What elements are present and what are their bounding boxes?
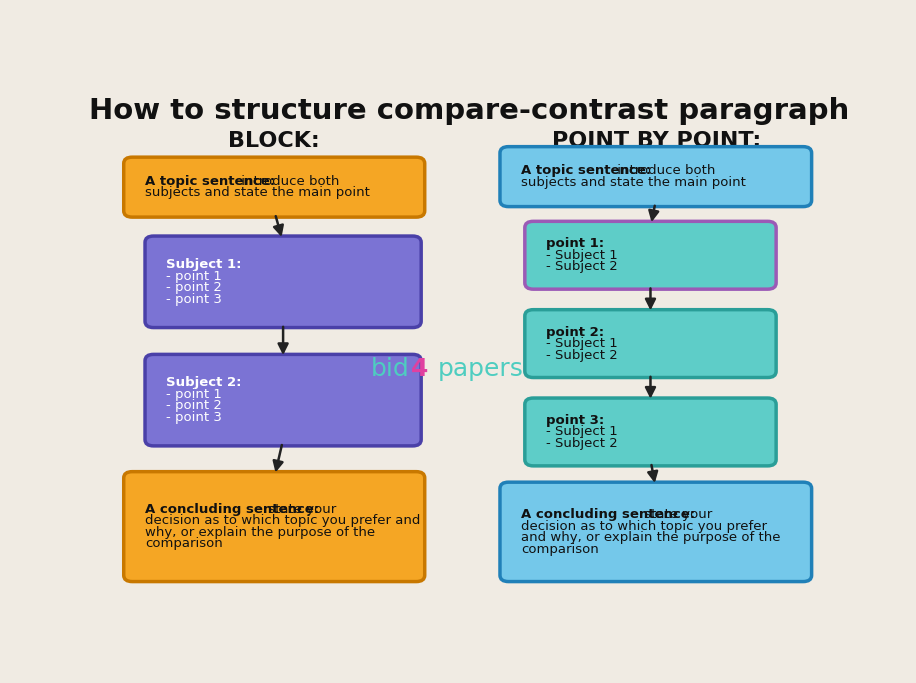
FancyBboxPatch shape [124, 472, 425, 582]
Text: BLOCK:: BLOCK: [228, 131, 320, 151]
Text: decision as to which topic you prefer and: decision as to which topic you prefer an… [145, 514, 420, 527]
Text: comparison: comparison [521, 543, 599, 556]
FancyBboxPatch shape [145, 354, 421, 446]
Text: why, or explain the purpose of the: why, or explain the purpose of the [145, 526, 376, 539]
Text: Subject 1:: Subject 1: [167, 258, 242, 271]
Text: How to structure compare-contrast paragraph: How to structure compare-contrast paragr… [90, 97, 849, 125]
Text: introduce both: introduce both [236, 175, 339, 188]
Text: introduce both: introduce both [613, 165, 715, 178]
Text: comparison: comparison [145, 538, 223, 550]
Text: - point 3: - point 3 [167, 292, 223, 306]
Text: - Subject 2: - Subject 2 [546, 260, 618, 273]
FancyBboxPatch shape [525, 398, 776, 466]
Text: point 3:: point 3: [546, 414, 605, 427]
Text: subjects and state the main point: subjects and state the main point [521, 176, 747, 189]
FancyBboxPatch shape [145, 236, 421, 328]
Text: A topic sentence:: A topic sentence: [521, 165, 651, 178]
Text: - point 3: - point 3 [167, 411, 223, 424]
Text: - Subject 2: - Subject 2 [546, 348, 618, 362]
FancyBboxPatch shape [525, 221, 776, 289]
Text: decision as to which topic you prefer: decision as to which topic you prefer [521, 520, 768, 533]
FancyBboxPatch shape [500, 482, 812, 582]
Text: and why, or explain the purpose of the: and why, or explain the purpose of the [521, 531, 780, 544]
FancyBboxPatch shape [525, 309, 776, 378]
Text: A concluding sentence:: A concluding sentence: [145, 503, 319, 516]
Text: POINT BY POINT:: POINT BY POINT: [551, 131, 761, 151]
Text: A topic sentence:: A topic sentence: [145, 175, 275, 188]
Text: - point 1: - point 1 [167, 270, 223, 283]
Text: state your: state your [640, 508, 712, 521]
Text: - Subject 1: - Subject 1 [546, 426, 618, 438]
Text: state your: state your [264, 503, 336, 516]
Text: papers: papers [438, 357, 523, 380]
Text: - Subject 2: - Subject 2 [546, 437, 618, 450]
Text: point 2:: point 2: [546, 326, 605, 339]
Text: A concluding sentence:: A concluding sentence: [521, 508, 695, 521]
FancyBboxPatch shape [500, 147, 812, 206]
Text: - point 2: - point 2 [167, 400, 223, 413]
Text: bid: bid [370, 357, 409, 380]
Text: - Subject 1: - Subject 1 [546, 249, 618, 262]
Text: 4: 4 [410, 357, 428, 380]
Text: Subject 2:: Subject 2: [167, 376, 242, 389]
Text: - point 1: - point 1 [167, 388, 223, 401]
Text: point 1:: point 1: [546, 237, 605, 250]
Text: subjects and state the main point: subjects and state the main point [145, 186, 370, 199]
Text: - point 2: - point 2 [167, 281, 223, 294]
Text: - Subject 1: - Subject 1 [546, 337, 618, 350]
FancyBboxPatch shape [124, 157, 425, 217]
